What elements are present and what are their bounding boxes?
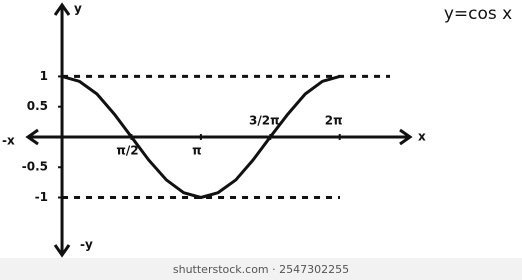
x-tick-label: π/2	[116, 143, 138, 157]
y-tick-label: 0.5	[27, 99, 48, 113]
x-tick-label: π	[192, 143, 202, 157]
x-tick-label: 2π	[325, 113, 343, 127]
axis-label: -x	[2, 133, 15, 147]
curve	[61, 74, 341, 199]
axis-label: x	[418, 129, 426, 143]
x-tick-label: 3/2π	[249, 113, 280, 127]
x-arrow	[25, 128, 413, 146]
watermark-band	[0, 258, 522, 280]
axis-label: y	[74, 2, 82, 16]
watermark: shutterstock.com · 2547302255	[173, 263, 349, 276]
chart-title: y=cos x	[444, 4, 512, 24]
y-tick-label: -1	[35, 190, 48, 204]
y-tick-label: 1	[40, 69, 48, 83]
y-tick-label: -0.5	[22, 160, 48, 174]
axis-label: -y	[80, 238, 93, 252]
y-arrow	[53, 2, 71, 258]
